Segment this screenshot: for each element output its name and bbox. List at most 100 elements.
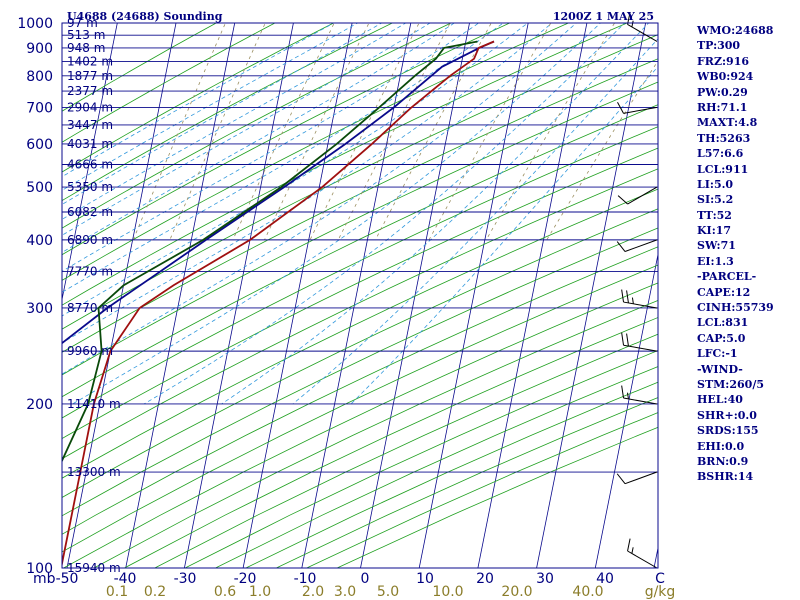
wind-barb — [621, 385, 658, 405]
moist-adiabat-line — [143, 23, 626, 405]
sounding-profiles — [62, 40, 495, 568]
index-value: TH:5263 — [697, 131, 751, 145]
moist-adiabat-line — [62, 23, 456, 253]
dry-adiabat-line — [62, 58, 658, 353]
temperature-tick-label: C — [655, 571, 665, 587]
dry-adiabat-line — [62, 23, 511, 256]
mixing-ratio-line — [309, 23, 420, 241]
height-label: 1402 m — [67, 54, 113, 68]
dry-adiabat-line — [62, 188, 658, 479]
index-value: SHR+:0.0 — [697, 408, 757, 422]
temperature-tick-label: -10 — [294, 571, 317, 587]
height-label: 13300 m — [67, 465, 121, 479]
index-value: CAP:5.0 — [697, 331, 746, 345]
height-label: 948 m — [67, 41, 105, 55]
pressure-tick-label: 200 — [26, 397, 53, 413]
chart-title-right: 1200Z 1 MAY 25 — [553, 10, 654, 23]
moist-adiabat-line — [62, 23, 577, 375]
index-value: BRN:0.9 — [697, 454, 749, 468]
index-value: -PARCEL- — [697, 270, 757, 284]
height-label: 11410 m — [67, 397, 121, 411]
pressure-tick-label: 900 — [26, 41, 53, 57]
dry-adiabat-line — [62, 168, 658, 460]
temperature-tick-label: -50 — [56, 571, 79, 587]
index-value: BSHR:14 — [697, 470, 754, 484]
dry-adiabat-line — [62, 23, 276, 143]
temperature-trace — [62, 40, 495, 568]
dry-adiabat-line — [62, 126, 658, 419]
dry-adiabat-line — [62, 208, 658, 498]
index-value: EI:1.3 — [697, 254, 734, 268]
index-value: HEL:40 — [697, 393, 743, 407]
isotherm-line — [242, 23, 353, 568]
height-label: 4666 m — [67, 158, 113, 172]
wind-barbs — [616, 11, 658, 569]
wind-barb — [621, 332, 658, 352]
wind-barb — [627, 538, 658, 569]
moist-adiabat-line — [62, 23, 529, 317]
mixing-ratio-line — [485, 23, 616, 241]
pressure-tick-label: 300 — [26, 301, 53, 317]
height-label: 2904 m — [67, 100, 113, 114]
index-value: PW:0.29 — [697, 85, 748, 99]
dry-adiabat-line — [154, 333, 658, 568]
isotherm-line — [360, 23, 470, 568]
moist-adiabat-line — [221, 23, 650, 405]
mixing-ratio-line — [169, 23, 266, 241]
pressure-tick-label: 1000 — [17, 16, 53, 32]
wind-barb — [617, 186, 658, 205]
mixing-ratio-line — [264, 23, 370, 241]
mixing-ratio-unit-label: g/kg — [645, 584, 676, 600]
chart-title-left: U4688 (24688) Sounding — [67, 10, 223, 23]
mixing-ratio-label: 0.6 — [214, 584, 236, 600]
dry-adiabat-line — [62, 246, 658, 535]
index-value: L57:6.6 — [697, 147, 744, 161]
isotherm-line — [184, 23, 294, 568]
height-label: 6890 m — [67, 233, 113, 247]
index-value: KI:17 — [697, 224, 732, 238]
wind-barb — [617, 101, 658, 114]
isotherm-line — [62, 23, 118, 302]
wind-barb — [627, 11, 658, 42]
height-label: 2377 m — [67, 84, 113, 98]
dry-adiabat-line — [62, 23, 394, 202]
temperature-tick-label: 10 — [416, 571, 434, 587]
height-label: 5350 m — [67, 180, 113, 194]
pressure-tick-label: 400 — [26, 233, 53, 249]
mixing-ratio-label: 1.0 — [249, 584, 271, 600]
mixing-ratio-line — [232, 23, 335, 241]
index-value: CAPE:12 — [697, 285, 751, 299]
mixing-ratio-label: 2.0 — [302, 584, 324, 600]
diagram-grid — [62, 23, 658, 568]
temperature-tick-label: 40 — [596, 571, 614, 587]
index-value: STM:260/5 — [697, 377, 764, 391]
temperature-tick-label: 0 — [361, 571, 370, 587]
dry-adiabat-line — [62, 23, 570, 281]
wind-barb — [616, 471, 658, 485]
index-value: SI:5.2 — [697, 193, 734, 207]
isotherm-line — [477, 23, 588, 568]
wind-barb — [621, 289, 658, 309]
mixing-ratio-line — [132, 23, 226, 241]
temperature-tick-label: -30 — [174, 571, 197, 587]
mixing-ratio-label: 3.0 — [334, 584, 356, 600]
mixing-ratio-label: 10.0 — [432, 584, 463, 600]
moist-adiabat-line — [292, 38, 658, 405]
mixing-ratio-label: 0.2 — [144, 584, 166, 600]
height-label: 1877 m — [67, 69, 113, 83]
mixing-ratio-label: 20.0 — [501, 584, 532, 600]
dry-adiabat-line — [62, 227, 658, 517]
pressure-tick-label: 800 — [26, 69, 53, 85]
index-value: SRDS:155 — [697, 424, 759, 438]
index-value: FRZ:916 — [697, 54, 750, 68]
index-value: LI:5.0 — [697, 177, 734, 191]
isotherm-line — [125, 23, 236, 568]
index-value: MAXT:4.8 — [697, 116, 758, 130]
isotherm-line — [301, 23, 412, 568]
moist-adiabat-line — [350, 66, 658, 405]
index-value: LCL:831 — [697, 316, 749, 330]
pressure-unit-label: mb — [33, 571, 56, 587]
index-value: SW:71 — [697, 239, 736, 253]
height-label: 15940 m — [67, 561, 121, 575]
